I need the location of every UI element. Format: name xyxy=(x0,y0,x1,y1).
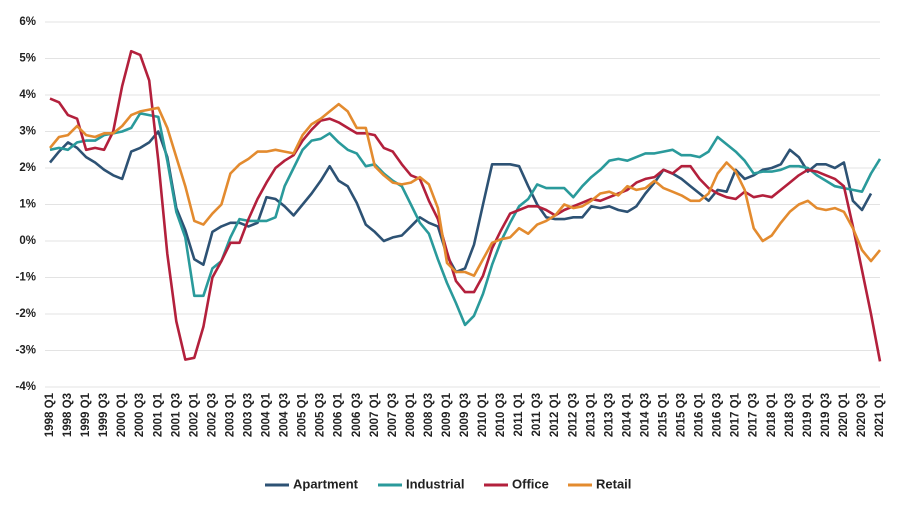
y-tick-label: 0% xyxy=(19,235,36,247)
y-tick-label: -2% xyxy=(16,308,36,320)
x-tick-label: 2013 Q3 xyxy=(603,393,615,437)
y-tick-label: 1% xyxy=(19,199,36,211)
series-line xyxy=(48,102,882,277)
x-tick-label: 2018 Q1 xyxy=(766,392,778,437)
x-tick-label: 2011 Q1 xyxy=(513,392,525,436)
x-tick-label: 2005 Q3 xyxy=(315,393,327,437)
x-tick-label: 2004 Q3 xyxy=(279,393,291,437)
legend-label: Office xyxy=(512,476,549,491)
x-tick-label: 2020 Q3 xyxy=(856,393,868,437)
x-tick-label: 2010 Q1 xyxy=(477,392,489,437)
x-tick-label: 1998 Q3 xyxy=(62,393,74,437)
x-tick-label: 2012 Q3 xyxy=(567,393,579,437)
x-tick-label: 2017 Q3 xyxy=(748,393,760,437)
x-tick-label: 2012 Q1 xyxy=(549,392,561,437)
x-tick-label: 2003 Q3 xyxy=(243,393,255,437)
y-tick-label: 2% xyxy=(19,162,36,174)
x-tick-label: 2007 Q3 xyxy=(387,393,399,437)
y-tick-label: 4% xyxy=(19,89,36,101)
y-tick-label: 5% xyxy=(19,53,36,65)
x-tick-label: 2014 Q1 xyxy=(621,392,633,437)
x-tick-label: 2016 Q3 xyxy=(712,393,724,437)
x-tick-label: 2009 Q1 xyxy=(441,392,453,437)
legend-label: Apartment xyxy=(293,476,359,491)
series-line xyxy=(49,112,882,327)
x-tick-label: 2011 Q3 xyxy=(531,393,543,436)
x-tick-label: 2002 Q3 xyxy=(206,393,218,437)
x-tick-label: 2006 Q3 xyxy=(351,393,363,437)
x-tick-label: 2008 Q3 xyxy=(423,393,435,437)
x-tick-label: 2004 Q1 xyxy=(261,392,273,437)
x-tick-label: 2000 Q3 xyxy=(134,393,146,437)
legend-label: Retail xyxy=(596,476,631,491)
x-tick-label: 2019 Q3 xyxy=(820,393,832,437)
x-tick-label: 2015 Q1 xyxy=(658,392,670,437)
x-tick-label: 2015 Q3 xyxy=(676,393,688,437)
x-tick-label: 2007 Q1 xyxy=(369,392,381,437)
x-tick-label: 2014 Q3 xyxy=(639,393,651,437)
x-tick-label: 2017 Q1 xyxy=(730,392,742,437)
x-tick-label: 2005 Q1 xyxy=(297,392,309,437)
x-tick-label: 2020 Q1 xyxy=(838,392,850,437)
y-tick-label: 6% xyxy=(19,16,36,28)
x-tick-label: 1998 Q1 xyxy=(44,392,56,437)
x-tick-label: 2003 Q1 xyxy=(224,392,236,437)
x-tick-label: 2002 Q1 xyxy=(188,392,200,437)
x-tick-label: 2019 Q1 xyxy=(802,392,814,437)
y-tick-label: -1% xyxy=(16,272,36,284)
x-tick-label: 2018 Q3 xyxy=(784,393,796,437)
series-line xyxy=(49,49,882,362)
legend-label: Industrial xyxy=(406,476,465,491)
x-tick-label: 2001 Q3 xyxy=(170,393,182,437)
y-tick-label: -4% xyxy=(16,381,36,393)
x-tick-label: 2013 Q1 xyxy=(585,392,597,437)
x-tick-label: 2000 Q1 xyxy=(116,392,128,437)
x-tick-label: 2001 Q1 xyxy=(152,392,164,437)
x-tick-label: 2008 Q1 xyxy=(405,392,417,437)
x-tick-label: 2009 Q3 xyxy=(459,393,471,437)
x-tick-label: 1999 Q3 xyxy=(98,393,110,437)
y-tick-label: 3% xyxy=(19,126,36,138)
series-line xyxy=(48,130,873,274)
x-tick-label: 1999 Q1 xyxy=(80,392,92,437)
x-tick-label: 2021 Q1 xyxy=(874,392,886,437)
x-tick-label: 2006 Q1 xyxy=(333,392,345,437)
x-tick-label: 2016 Q1 xyxy=(694,392,706,437)
x-tick-label: 2010 Q3 xyxy=(495,393,507,437)
y-tick-label: -3% xyxy=(16,345,36,357)
